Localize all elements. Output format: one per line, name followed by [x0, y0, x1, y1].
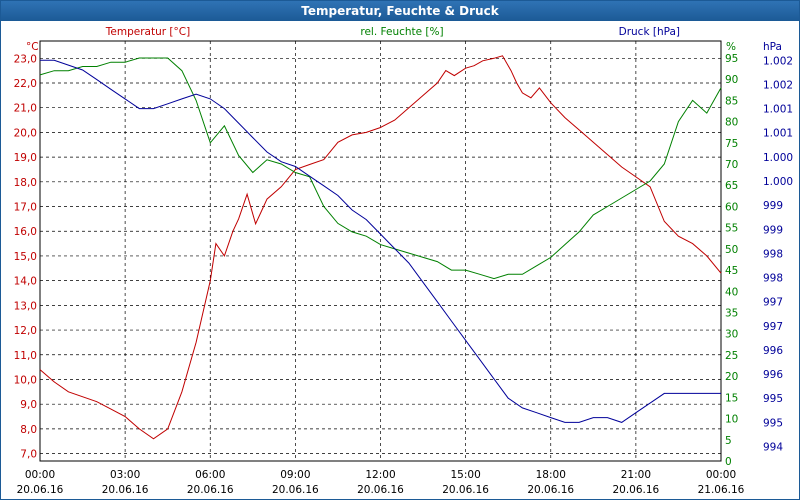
hum-tick-label: 15 — [725, 392, 738, 404]
x-tick-date: 20.06.16 — [612, 484, 659, 496]
pres-tick-label: 996 — [763, 369, 783, 381]
x-tick-date: 20.06.16 — [357, 484, 404, 496]
pres-tick-label: 1.000 — [763, 176, 793, 188]
hum-tick-label: 45 — [725, 265, 738, 277]
temp-tick-label: 10,0 — [14, 374, 37, 386]
hum-tick-label: 20 — [725, 371, 738, 383]
pres-tick-label: 1.001 — [763, 128, 793, 140]
hum-tick-label: 25 — [725, 350, 738, 362]
temp-tick-label: 7,0 — [20, 449, 37, 461]
pres-tick-label: 994 — [763, 442, 783, 454]
hum-axis-unit: % — [726, 41, 736, 53]
temp-tick-label: 11,0 — [14, 350, 37, 362]
pres-tick-label: 997 — [763, 321, 783, 333]
x-tick-date: 21.06.16 — [698, 484, 745, 496]
pres-tick-label: 997 — [763, 297, 783, 309]
ticks: 7,0 8,0 9,0 10,0 11,0 12,0 13,0 14,0 15,0 16,0 17,… — [14, 53, 793, 496]
temp-tick-label: 19,0 — [14, 152, 37, 164]
pres-tick-label: 1.002 — [763, 79, 793, 91]
temp-axis-unit: °C — [26, 41, 39, 53]
hum-tick-label: 85 — [725, 95, 738, 107]
x-tick-date: 20.06.16 — [527, 484, 574, 496]
temp-tick-label: 20,0 — [14, 127, 37, 139]
series-line-hum — [39, 57, 722, 280]
x-tick-time: 00:00 — [25, 469, 55, 481]
temp-tick-label: 21,0 — [14, 103, 37, 115]
hum-tick-label: 75 — [725, 138, 738, 150]
pres-tick-label: 999 — [763, 200, 783, 212]
x-tick-time: 09:00 — [280, 469, 310, 481]
hum-tick-label: 0 — [725, 456, 732, 468]
pres-tick-label: 999 — [763, 224, 783, 236]
temp-tick-label: 12,0 — [14, 325, 37, 337]
x-tick-time: 00:00 — [706, 469, 736, 481]
hum-tick-label: 90 — [725, 74, 738, 86]
temp-axis-title: Temperatur [°C] — [105, 26, 190, 38]
x-tick-time: 18:00 — [536, 469, 566, 481]
window-title: Temperatur, Feuchte & Druck — [1, 1, 799, 21]
x-tick-date: 20.06.16 — [187, 484, 234, 496]
pres-tick-label: 995 — [763, 393, 783, 405]
pres-axis-title: Druck [hPa] — [619, 26, 680, 38]
hum-tick-label: 60 — [725, 201, 738, 213]
temp-tick-label: 22,0 — [14, 78, 37, 90]
x-tick-time: 12:00 — [365, 469, 395, 481]
hum-tick-label: 55 — [725, 223, 738, 235]
hum-tick-label: 95 — [725, 53, 738, 65]
temp-tick-label: 17,0 — [14, 202, 37, 214]
temp-tick-label: 8,0 — [20, 424, 37, 436]
hum-tick-label: 30 — [725, 329, 738, 341]
grid — [40, 41, 721, 461]
hum-tick-label: 50 — [725, 244, 738, 256]
hum-tick-label: 5 — [725, 435, 732, 447]
hum-tick-label: 65 — [725, 180, 738, 192]
x-tick-time: 15:00 — [450, 469, 480, 481]
x-tick-time: 03:00 — [110, 469, 140, 481]
pres-tick-label: 995 — [763, 417, 783, 429]
temp-tick-label: 18,0 — [14, 177, 37, 189]
hum-axis-title: rel. Feuchte [%] — [360, 26, 443, 38]
hum-tick-label: 35 — [725, 308, 738, 320]
pres-tick-label: 1.001 — [763, 104, 793, 116]
series-group — [39, 55, 722, 440]
x-tick-time: 06:00 — [195, 469, 225, 481]
x-tick-time: 21:00 — [621, 469, 651, 481]
pres-tick-label: 998 — [763, 248, 783, 260]
hum-tick-label: 10 — [725, 414, 738, 426]
temp-tick-label: 16,0 — [14, 226, 37, 238]
x-tick-date: 20.06.16 — [272, 484, 319, 496]
series-line-pres — [40, 59, 721, 423]
hum-tick-label: 70 — [725, 159, 738, 171]
x-tick-date: 20.06.16 — [17, 484, 64, 496]
pres-axis-unit: hPa — [763, 41, 782, 53]
temp-tick-label: 9,0 — [20, 399, 37, 411]
hum-tick-label: 80 — [725, 117, 738, 129]
x-tick-date: 20.06.16 — [102, 484, 149, 496]
pres-tick-label: 998 — [763, 273, 783, 285]
pres-tick-label: 1.000 — [763, 152, 793, 164]
pres-tick-label: 996 — [763, 345, 783, 357]
hum-tick-label: 40 — [725, 286, 738, 298]
series-line-temp — [39, 55, 722, 440]
axis-labels: Temperatur [°C] rel. Feuchte [%] Druck [… — [26, 26, 782, 53]
temp-tick-label: 15,0 — [14, 251, 37, 263]
pres-tick-label: 1.002 — [763, 55, 793, 67]
temp-tick-label: 14,0 — [14, 276, 37, 288]
temp-tick-label: 13,0 — [14, 300, 37, 312]
temp-tick-label: 23,0 — [14, 53, 37, 65]
x-tick-date: 20.06.16 — [442, 484, 489, 496]
